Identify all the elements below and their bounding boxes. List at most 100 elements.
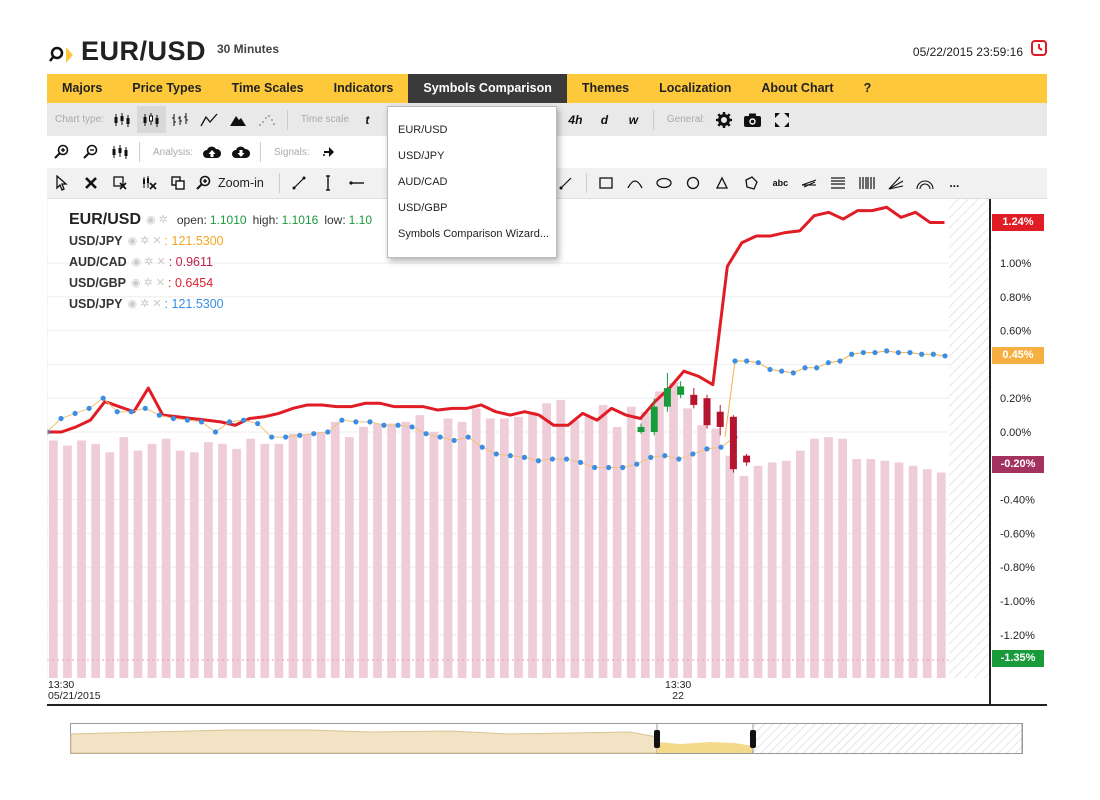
eye-icon[interactable]: ◉ bbox=[146, 214, 156, 226]
cursor-arrow-icon[interactable] bbox=[47, 170, 76, 197]
gear-small-icon[interactable]: ✲ bbox=[140, 235, 150, 247]
volume-bar bbox=[471, 408, 481, 678]
blue-series-point bbox=[86, 405, 92, 411]
menu-price-types[interactable]: Price Types bbox=[132, 81, 202, 95]
zoom-out-icon[interactable] bbox=[76, 139, 105, 166]
remove-x-icon[interactable]: ✕ bbox=[152, 235, 162, 247]
menu-localization[interactable]: Localization bbox=[659, 81, 732, 95]
rectangle-icon[interactable] bbox=[592, 170, 621, 197]
clock-icon[interactable] bbox=[1031, 40, 1047, 56]
triangle-icon[interactable] bbox=[708, 170, 737, 197]
dropdown-item-audcad[interactable]: AUD/CAD bbox=[398, 176, 448, 188]
delete-all-icon[interactable] bbox=[134, 170, 163, 197]
dropdown-item-wizard[interactable]: Symbols Comparison Wizard... bbox=[398, 228, 549, 240]
navigator-history-area bbox=[70, 729, 658, 754]
price-axis-label: 0.00% bbox=[1000, 427, 1031, 439]
hollow-candle-chart-icon[interactable] bbox=[136, 106, 166, 133]
price-axis-label: -0.80% bbox=[1000, 562, 1035, 574]
circle-icon[interactable] bbox=[679, 170, 708, 197]
text-tool-icon[interactable]: abc bbox=[766, 170, 795, 197]
signals-icon[interactable] bbox=[314, 139, 343, 166]
remove-x-icon[interactable]: ✕ bbox=[156, 256, 166, 268]
more-tools-button[interactable]: ... bbox=[940, 170, 969, 197]
menu-symbols-comparison[interactable]: Symbols Comparison bbox=[408, 74, 567, 103]
line-chart-icon[interactable] bbox=[195, 106, 224, 133]
interval-label: 30 Minutes bbox=[217, 42, 280, 56]
menu-help[interactable]: ? bbox=[863, 81, 872, 95]
horizontal-line-icon[interactable] bbox=[343, 170, 372, 197]
zoom-in-icon[interactable] bbox=[47, 139, 76, 166]
candlestick-chart-icon[interactable] bbox=[108, 106, 137, 133]
gear-small-icon[interactable]: ✲ bbox=[158, 214, 168, 226]
blue-series-point bbox=[465, 434, 471, 440]
area-chart-icon[interactable] bbox=[224, 106, 253, 133]
gann-fan-icon[interactable] bbox=[882, 170, 911, 197]
blue-series-point bbox=[339, 417, 345, 423]
gear-small-icon[interactable]: ✲ bbox=[140, 298, 150, 310]
volume-bar bbox=[683, 408, 692, 678]
time-scale-d[interactable]: d bbox=[600, 112, 609, 127]
open-label: open: bbox=[176, 212, 207, 227]
blue-series-point bbox=[226, 419, 233, 425]
fibonacci-fan-icon[interactable] bbox=[795, 170, 824, 197]
remove-x-icon[interactable]: ✕ bbox=[152, 298, 162, 310]
fibonacci-arcs-icon[interactable] bbox=[911, 170, 940, 197]
menu-about-chart[interactable]: About Chart bbox=[761, 81, 834, 95]
navigator-right-handle[interactable] bbox=[750, 730, 756, 748]
ohlc-bar-chart-icon[interactable] bbox=[166, 106, 195, 133]
toolbar-separator bbox=[585, 173, 587, 193]
menu-indicators[interactable]: Indicators bbox=[333, 81, 394, 95]
time-scale-w[interactable]: w bbox=[628, 112, 639, 127]
blue-series-point bbox=[170, 415, 176, 422]
dot-chart-icon[interactable] bbox=[253, 106, 282, 133]
polygon-icon[interactable] bbox=[737, 170, 766, 197]
eye-icon[interactable]: ◉ bbox=[127, 235, 138, 247]
gear-small-icon[interactable]: ✲ bbox=[143, 277, 153, 289]
clone-icon[interactable] bbox=[163, 170, 192, 197]
vertical-line-icon[interactable] bbox=[314, 170, 343, 197]
navigator-left-handle[interactable] bbox=[654, 730, 660, 748]
time-scale-tick[interactable]: t bbox=[365, 112, 370, 127]
fibonacci-timezones-icon[interactable] bbox=[853, 170, 882, 197]
menu-majors[interactable]: Majors bbox=[62, 81, 103, 95]
navigator-future-area bbox=[752, 723, 1023, 754]
ellipse-icon[interactable] bbox=[650, 170, 679, 197]
volume-bar bbox=[105, 452, 115, 678]
eye-icon[interactable]: ◉ bbox=[131, 256, 142, 268]
delete-x-icon[interactable] bbox=[76, 170, 105, 197]
high-label: high: bbox=[252, 212, 279, 227]
toolbar-separator bbox=[286, 109, 288, 130]
camera-icon[interactable] bbox=[738, 106, 767, 133]
orange-series-point bbox=[919, 351, 925, 357]
chart-canvas[interactable]: 1.00% 0.80% 0.60% 0.20% 0.00% -0.40% -0.60% -0.… bbox=[47, 199, 1047, 705]
download-cloud-icon[interactable] bbox=[226, 139, 255, 166]
trend-line-icon[interactable] bbox=[285, 170, 314, 197]
menu-time-scales[interactable]: Time Scales bbox=[231, 81, 304, 95]
menu-themes[interactable]: Themes bbox=[581, 81, 630, 95]
dropdown-item-eurusd[interactable]: EUR/USD bbox=[398, 124, 448, 136]
upload-cloud-icon[interactable] bbox=[197, 139, 226, 166]
settings-gear-icon[interactable] bbox=[709, 106, 738, 133]
analysis-label: Analysis: bbox=[153, 146, 194, 158]
fibonacci-retracement-icon[interactable] bbox=[824, 170, 853, 197]
fullscreen-icon[interactable] bbox=[767, 106, 796, 133]
candles-compare-icon[interactable] bbox=[105, 139, 134, 166]
time-scale-4h[interactable]: 4h bbox=[568, 112, 583, 127]
range-navigator[interactable] bbox=[70, 722, 1023, 754]
candle-body bbox=[703, 398, 711, 426]
blue-series-point bbox=[409, 424, 415, 430]
delete-drawing-icon[interactable] bbox=[105, 170, 134, 197]
dropdown-item-usdjpy[interactable]: USD/JPY bbox=[398, 150, 445, 162]
zoom-in-tool-button[interactable]: Zoom-in bbox=[192, 170, 274, 197]
arc-icon[interactable] bbox=[621, 170, 650, 197]
ray-line-icon[interactable] bbox=[552, 170, 581, 197]
blue-series-point bbox=[47, 429, 50, 435]
orange-series-point bbox=[930, 351, 936, 357]
eye-icon[interactable]: ◉ bbox=[127, 298, 138, 310]
chart-area[interactable]: 1.00% 0.80% 0.60% 0.20% 0.00% -0.40% -0.60% -0.… bbox=[47, 199, 1047, 705]
gear-small-icon[interactable]: ✲ bbox=[144, 256, 154, 268]
high-value: 1.1016 bbox=[281, 212, 319, 227]
remove-x-icon[interactable]: ✕ bbox=[155, 277, 165, 289]
dropdown-item-usdgbp[interactable]: USD/GBP bbox=[398, 202, 448, 214]
eye-icon[interactable]: ◉ bbox=[130, 277, 141, 289]
